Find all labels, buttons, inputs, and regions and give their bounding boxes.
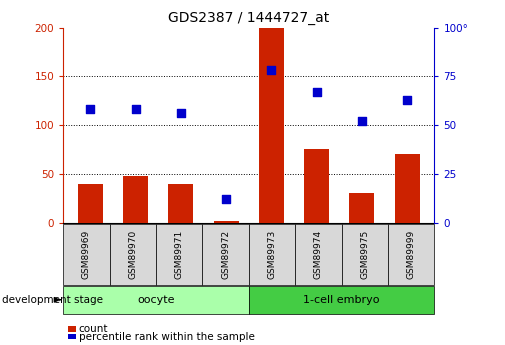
Text: development stage: development stage bbox=[2, 295, 103, 305]
Text: oocyte: oocyte bbox=[137, 295, 175, 305]
Text: GSM89975: GSM89975 bbox=[360, 230, 369, 279]
Point bbox=[267, 68, 275, 73]
Title: GDS2387 / 1444727_at: GDS2387 / 1444727_at bbox=[168, 11, 329, 25]
Text: GSM89999: GSM89999 bbox=[407, 230, 416, 279]
Bar bbox=[123, 176, 148, 223]
Point bbox=[222, 196, 230, 202]
Text: GSM89972: GSM89972 bbox=[221, 230, 230, 279]
Text: count: count bbox=[79, 324, 108, 334]
Text: GSM89969: GSM89969 bbox=[82, 230, 91, 279]
Point bbox=[403, 97, 411, 102]
Text: 1-cell embryo: 1-cell embryo bbox=[304, 295, 380, 305]
Bar bbox=[395, 154, 420, 223]
Bar bbox=[259, 28, 284, 223]
Point bbox=[313, 89, 321, 95]
Bar bbox=[78, 184, 103, 223]
Text: GSM89973: GSM89973 bbox=[268, 230, 276, 279]
Bar bbox=[349, 193, 374, 223]
Bar bbox=[168, 184, 193, 223]
Point bbox=[86, 107, 94, 112]
Text: GSM89971: GSM89971 bbox=[175, 230, 184, 279]
Point bbox=[177, 111, 185, 116]
Point bbox=[358, 118, 366, 124]
Text: GSM89974: GSM89974 bbox=[314, 230, 323, 279]
Text: GSM89970: GSM89970 bbox=[128, 230, 137, 279]
Point bbox=[131, 107, 139, 112]
Bar bbox=[304, 149, 329, 223]
Text: percentile rank within the sample: percentile rank within the sample bbox=[79, 332, 255, 342]
Bar bbox=[214, 220, 238, 223]
